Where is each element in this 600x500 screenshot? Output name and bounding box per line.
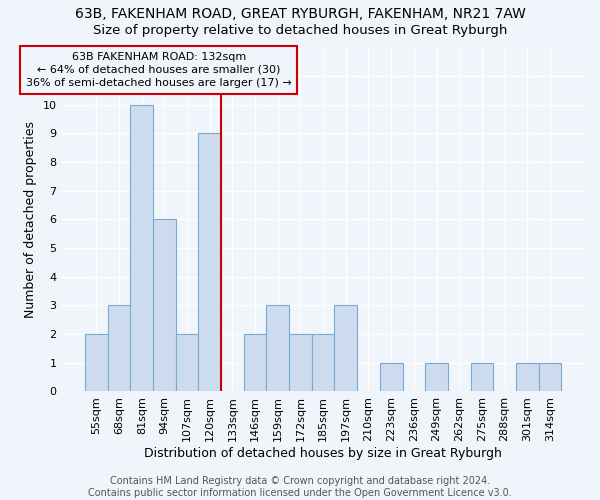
- Bar: [539, 363, 561, 392]
- Bar: [516, 363, 539, 392]
- Bar: [176, 334, 199, 392]
- Bar: [334, 306, 357, 392]
- Bar: [289, 334, 312, 392]
- Bar: [130, 105, 153, 392]
- Bar: [85, 334, 108, 392]
- Bar: [312, 334, 334, 392]
- Bar: [380, 363, 403, 392]
- X-axis label: Distribution of detached houses by size in Great Ryburgh: Distribution of detached houses by size …: [144, 447, 502, 460]
- Bar: [470, 363, 493, 392]
- Bar: [425, 363, 448, 392]
- Bar: [153, 220, 176, 392]
- Bar: [108, 306, 130, 392]
- Text: Size of property relative to detached houses in Great Ryburgh: Size of property relative to detached ho…: [93, 24, 507, 37]
- Bar: [244, 334, 266, 392]
- Text: Contains HM Land Registry data © Crown copyright and database right 2024.
Contai: Contains HM Land Registry data © Crown c…: [88, 476, 512, 498]
- Bar: [199, 134, 221, 392]
- Text: 63B FAKENHAM ROAD: 132sqm
← 64% of detached houses are smaller (30)
36% of semi-: 63B FAKENHAM ROAD: 132sqm ← 64% of detac…: [26, 52, 292, 88]
- Y-axis label: Number of detached properties: Number of detached properties: [24, 121, 37, 318]
- Bar: [266, 306, 289, 392]
- Text: 63B, FAKENHAM ROAD, GREAT RYBURGH, FAKENHAM, NR21 7AW: 63B, FAKENHAM ROAD, GREAT RYBURGH, FAKEN…: [74, 8, 526, 22]
